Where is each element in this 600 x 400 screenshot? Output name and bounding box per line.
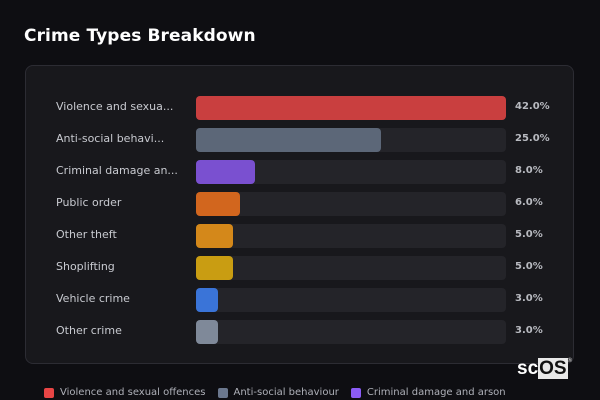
chart-title: Crime Types Breakdown xyxy=(24,26,256,46)
category-label: Vehicle crime xyxy=(56,292,130,305)
category-label: Criminal damage an... xyxy=(56,164,178,177)
category-label: Violence and sexua... xyxy=(56,100,174,113)
chart-legend: Violence and sexual offences Anti-social … xyxy=(44,387,506,398)
value-label: 25.0% xyxy=(515,133,550,144)
value-label: 42.0% xyxy=(515,101,550,112)
bar[interactable] xyxy=(196,320,219,344)
legend-item[interactable]: Criminal damage and arson xyxy=(350,387,506,398)
bar[interactable] xyxy=(196,192,241,216)
bar-track xyxy=(196,96,506,120)
bar[interactable] xyxy=(196,160,256,184)
bar-row: Violence and sexua... 42.0% xyxy=(26,96,573,120)
category-label: Shoplifting xyxy=(56,260,115,273)
logo-registered-mark: ® xyxy=(567,358,573,364)
chart-panel: Violence and sexua... 42.0% Anti-social b… xyxy=(25,65,574,364)
legend-swatch xyxy=(350,387,361,398)
value-label: 6.0% xyxy=(515,197,543,208)
category-label: Other theft xyxy=(56,228,117,241)
legend-label: Criminal damage and arson xyxy=(366,387,506,398)
bar-row: Criminal damage an... 8.0% xyxy=(26,160,573,184)
category-label: Anti-social behavi... xyxy=(56,132,165,145)
category-label: Other crime xyxy=(56,324,122,337)
bar-track xyxy=(196,256,506,280)
bar[interactable] xyxy=(196,224,233,248)
value-label: 5.0% xyxy=(515,229,543,240)
legend-label: Anti-social behaviour xyxy=(233,387,339,398)
logo-text-boxed: OS xyxy=(538,358,568,379)
bar[interactable] xyxy=(196,128,381,152)
bar-row: Other crime 3.0% xyxy=(26,320,573,344)
bar-row: Vehicle crime 3.0% xyxy=(26,288,573,312)
category-label: Public order xyxy=(56,196,122,209)
scos-logo: scOS® xyxy=(517,358,572,380)
value-label: 3.0% xyxy=(515,325,543,336)
bar-row: Public order 6.0% xyxy=(26,192,573,216)
bar-row: Other theft 5.0% xyxy=(26,224,573,248)
bar[interactable] xyxy=(196,96,506,120)
legend-item[interactable]: Violence and sexual offences xyxy=(44,387,206,398)
bar[interactable] xyxy=(196,288,219,312)
value-label: 5.0% xyxy=(515,261,543,272)
bar[interactable] xyxy=(196,256,233,280)
bar-row: Anti-social behavi... 25.0% xyxy=(26,128,573,152)
legend-swatch xyxy=(217,387,228,398)
legend-item[interactable]: Anti-social behaviour xyxy=(217,387,339,398)
bar-track xyxy=(196,160,506,184)
bar-track xyxy=(196,192,506,216)
bar-track xyxy=(196,288,506,312)
value-label: 8.0% xyxy=(515,165,543,176)
legend-label: Violence and sexual offences xyxy=(60,387,206,398)
bar-track xyxy=(196,128,506,152)
logo-text: sc xyxy=(517,358,539,379)
value-label: 3.0% xyxy=(515,293,543,304)
legend-swatch xyxy=(44,387,54,398)
bar-track xyxy=(196,224,506,248)
bar-row: Shoplifting 5.0% xyxy=(26,256,573,280)
bar-track xyxy=(196,320,506,344)
